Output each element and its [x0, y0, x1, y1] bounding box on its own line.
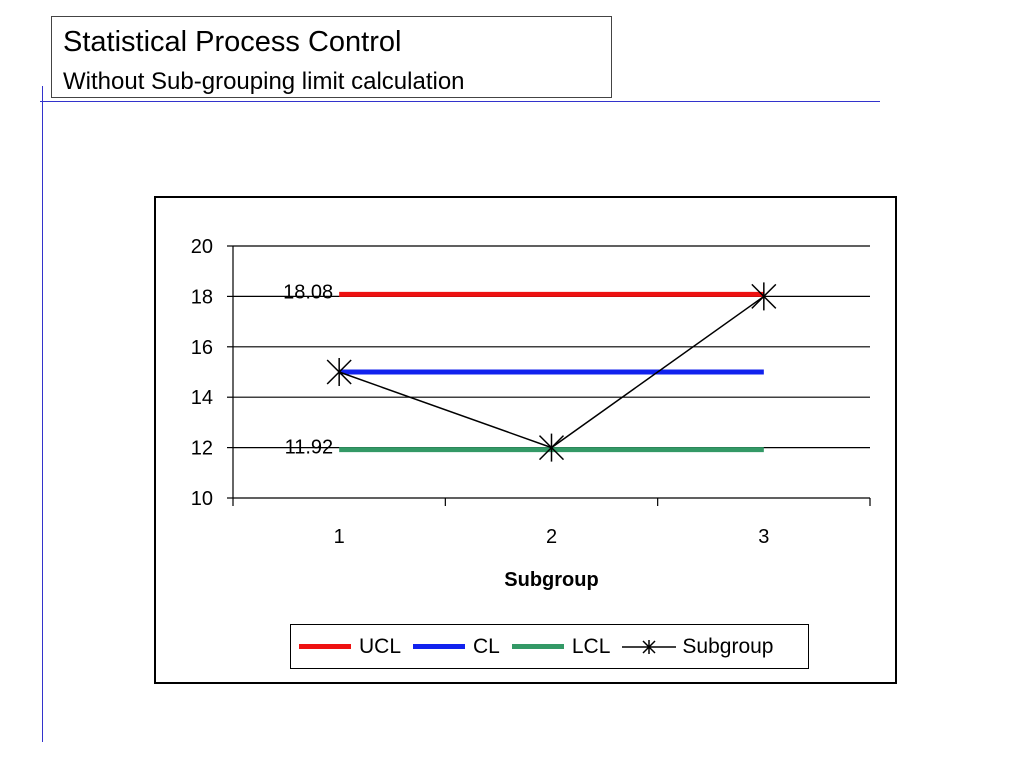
slide-subtitle: Without Sub-grouping limit calculation — [63, 68, 465, 95]
legend-swatch-ucl — [299, 644, 351, 649]
title-box: Statistical Process Control Without Sub-… — [51, 16, 612, 98]
legend-label-cl: CL — [473, 634, 500, 658]
x-tick-label: 2 — [546, 526, 557, 548]
legend-label-ucl: UCL — [359, 634, 402, 658]
side-rule — [42, 86, 43, 742]
legend-swatch-subgroup — [622, 639, 677, 654]
data-label-ucl: 18.08 — [283, 281, 333, 303]
slide-title: Statistical Process Control — [63, 26, 402, 58]
legend-swatch-lcl — [511, 644, 564, 649]
legend-item-cl: CL — [413, 635, 500, 659]
legend-label-subgroup: Subgroup — [682, 634, 774, 658]
series-subgroup-point — [751, 282, 777, 311]
legend-item-subgroup: Subgroup — [622, 635, 773, 659]
chart-frame — [154, 196, 897, 684]
y-tick-label: 16 — [191, 337, 213, 359]
x-axis-title: Subgroup — [504, 569, 598, 591]
legend-swatch-cl — [413, 644, 466, 649]
y-tick-label: 14 — [191, 387, 213, 409]
legend-label-lcl: LCL — [571, 634, 611, 658]
legend-item-ucl: UCL — [299, 635, 401, 659]
header-rule — [40, 101, 880, 102]
y-tick-label: 20 — [191, 236, 213, 258]
y-tick-label: 18 — [191, 286, 213, 308]
x-tick-label: 3 — [758, 526, 769, 548]
series-subgroup-point — [326, 358, 352, 386]
chart-legend: UCL CL LCL Subgroup — [290, 624, 809, 669]
data-label-lcl: 11.92 — [285, 437, 334, 459]
series-subgroup-point — [538, 433, 565, 462]
y-tick-label: 12 — [191, 438, 213, 460]
x-tick-label: 1 — [334, 526, 345, 548]
y-tick-label: 10 — [191, 488, 213, 510]
legend-item-lcl: LCL — [511, 634, 611, 659]
